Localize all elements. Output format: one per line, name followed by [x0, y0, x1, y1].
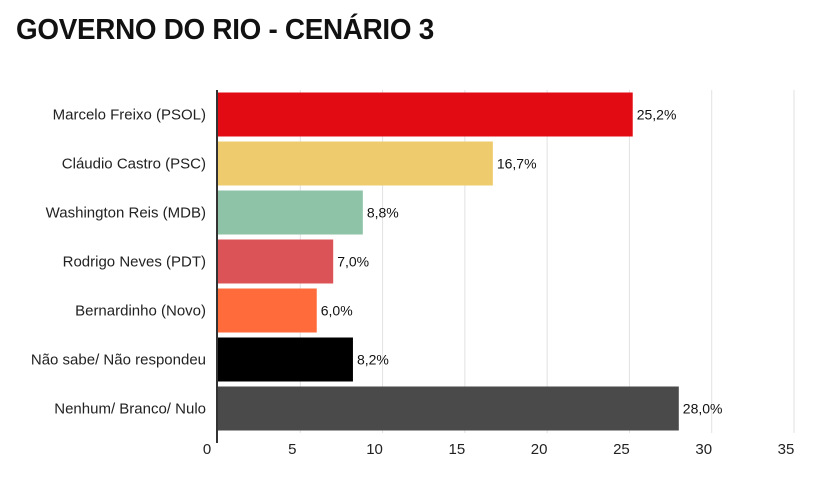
- value-label: 6,0%: [321, 303, 353, 319]
- category-label: Não sabe/ Não respondeu: [31, 352, 206, 369]
- value-label: 8,8%: [367, 205, 399, 221]
- value-label: 25,2%: [637, 107, 677, 123]
- value-label: 8,2%: [357, 352, 389, 368]
- category-label: Cláudio Castro (PSC): [62, 156, 206, 173]
- bar: [218, 141, 493, 186]
- bar: [218, 92, 633, 137]
- bar: [218, 337, 353, 382]
- category-label: Bernardinho (Novo): [75, 303, 206, 320]
- value-label: 7,0%: [337, 254, 369, 270]
- category-label: Rodrigo Neves (PDT): [63, 254, 206, 271]
- bar: [218, 288, 317, 333]
- category-label: Washington Reis (MDB): [46, 205, 206, 222]
- x-tick-label: 25: [613, 441, 630, 458]
- chart-title: GOVERNO DO RIO - CENÁRIO 3: [16, 14, 434, 46]
- x-tick-label: 30: [695, 441, 712, 458]
- value-label: 16,7%: [497, 156, 537, 172]
- bars: [218, 92, 679, 431]
- x-tick-label: 35: [778, 441, 795, 458]
- value-label: 28,0%: [683, 401, 723, 417]
- x-tick-label: 5: [288, 441, 296, 458]
- category-label: Marcelo Freixo (PSOL): [53, 107, 206, 124]
- category-label: Nenhum/ Branco/ Nulo: [54, 401, 206, 418]
- bar: [218, 239, 334, 284]
- bar: [218, 190, 363, 235]
- gridlines: [299, 90, 795, 433]
- x-tick-label: 0: [203, 441, 211, 458]
- category-labels: Marcelo Freixo (PSOL) Cláudio Castro (PSC…: [31, 107, 206, 418]
- x-axis-ticks: 0 5 10 15 20 25 30 35: [203, 441, 795, 458]
- x-tick-label: 15: [449, 441, 466, 458]
- value-labels: 25,2% 16,7% 8,8% 7,0% 6,0% 8,2% 28,0%: [321, 107, 723, 417]
- x-tick-label: 10: [366, 441, 383, 458]
- x-tick-label: 20: [531, 441, 548, 458]
- bar: [218, 386, 679, 431]
